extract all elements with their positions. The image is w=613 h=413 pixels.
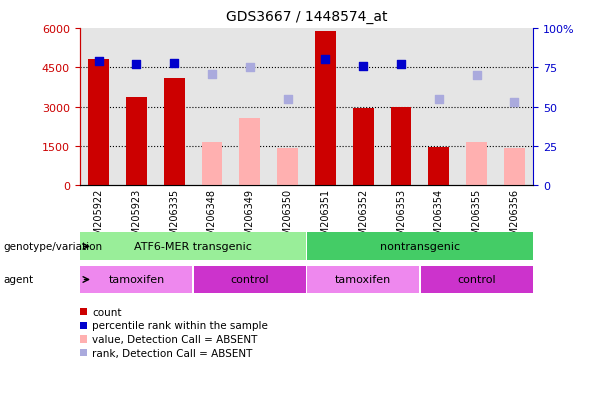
Point bbox=[94, 59, 104, 65]
Text: nontransgenic: nontransgenic bbox=[380, 242, 460, 252]
Text: genotype/variation: genotype/variation bbox=[3, 242, 102, 252]
Bar bbox=[382, 29, 420, 186]
Point bbox=[358, 63, 368, 70]
Text: rank, Detection Call = ABSENT: rank, Detection Call = ABSENT bbox=[92, 348, 253, 358]
Text: percentile rank within the sample: percentile rank within the sample bbox=[92, 320, 268, 330]
Bar bbox=[315, 31, 336, 186]
Point bbox=[321, 57, 330, 64]
Bar bbox=[231, 29, 268, 186]
Bar bbox=[80, 266, 192, 294]
Bar bbox=[194, 266, 306, 294]
Bar bbox=[307, 266, 419, 294]
Point bbox=[472, 73, 482, 79]
Text: tamoxifen: tamoxifen bbox=[335, 275, 391, 285]
Bar bbox=[155, 29, 193, 186]
Bar bbox=[306, 29, 345, 186]
Bar bbox=[118, 29, 155, 186]
Point bbox=[283, 96, 292, 103]
Text: control: control bbox=[457, 275, 496, 285]
Bar bbox=[193, 29, 231, 186]
Bar bbox=[126, 98, 147, 186]
Bar bbox=[458, 29, 495, 186]
Bar bbox=[420, 29, 458, 186]
Point bbox=[245, 65, 255, 71]
Point bbox=[169, 60, 179, 67]
Bar bbox=[504, 149, 525, 186]
Bar bbox=[390, 108, 411, 186]
Bar bbox=[88, 60, 109, 186]
Text: value, Detection Call = ABSENT: value, Detection Call = ABSENT bbox=[92, 334, 257, 344]
Bar bbox=[268, 29, 306, 186]
Text: ATF6-MER transgenic: ATF6-MER transgenic bbox=[134, 242, 252, 252]
Text: agent: agent bbox=[3, 275, 33, 285]
Bar bbox=[164, 78, 185, 186]
Text: tamoxifen: tamoxifen bbox=[109, 275, 164, 285]
Text: count: count bbox=[92, 307, 121, 317]
Bar bbox=[353, 109, 373, 186]
Bar bbox=[80, 29, 118, 186]
Point bbox=[509, 100, 519, 106]
Point bbox=[434, 96, 444, 103]
Bar bbox=[307, 233, 533, 261]
Bar bbox=[466, 142, 487, 186]
Point bbox=[207, 71, 217, 78]
Bar bbox=[428, 148, 449, 186]
Bar bbox=[240, 119, 260, 186]
Bar bbox=[202, 142, 223, 186]
Bar bbox=[495, 29, 533, 186]
Bar bbox=[80, 233, 306, 261]
Point bbox=[396, 62, 406, 68]
Bar bbox=[277, 149, 298, 186]
Point bbox=[131, 62, 141, 68]
Text: GDS3667 / 1448574_at: GDS3667 / 1448574_at bbox=[226, 10, 387, 24]
Bar bbox=[421, 266, 533, 294]
Text: control: control bbox=[230, 275, 269, 285]
Bar bbox=[345, 29, 382, 186]
